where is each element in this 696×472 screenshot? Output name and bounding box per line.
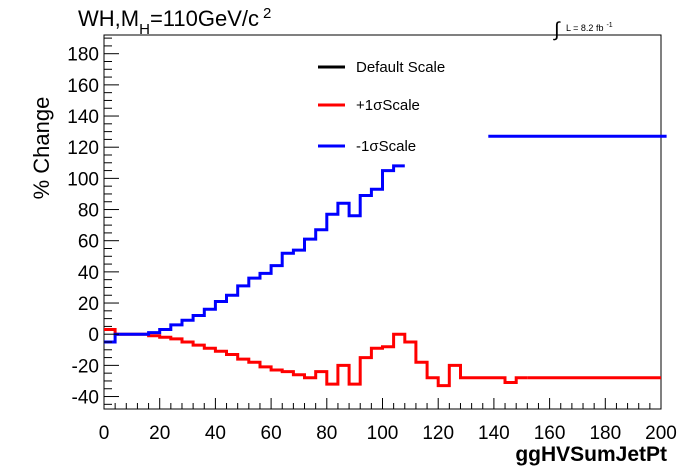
legend: Default Scale +1σScale -1σScale	[318, 59, 445, 155]
y-tick-label-60: 60	[78, 232, 99, 253]
x-axis-label: ggHVSumJetPt	[515, 443, 667, 466]
legend-entry-plus1sigma: +1σScale	[318, 97, 420, 114]
legend-entry-default: Default Scale	[318, 59, 445, 76]
x-tick-label-20: 20	[149, 423, 170, 444]
x-tick-label-100: 100	[367, 423, 399, 444]
y-tick-label-160: 160	[67, 76, 99, 97]
x-tick-label-140: 140	[478, 423, 510, 444]
y-tick-label-120: 120	[67, 138, 99, 159]
lumi-label: L = 8.2 fb -1	[566, 22, 613, 33]
title-rest: =110GeV/c	[150, 6, 259, 31]
x-tick-label-80: 80	[316, 423, 337, 444]
x-tick-label-40: 40	[205, 423, 226, 444]
y-tick-label-180: 180	[67, 45, 99, 66]
y-tick-label-80: 80	[78, 201, 99, 222]
title-subscript: H	[139, 21, 150, 38]
legend-label-minus1sigma: -1σScale	[356, 138, 416, 155]
x-tick-label-0: 0	[99, 423, 110, 444]
series-minus1sigma-segment-0	[104, 164, 405, 344]
plot-frame	[103, 34, 662, 410]
y-tick-label-20: 20	[78, 294, 99, 315]
x-tick-label-160: 160	[534, 423, 566, 444]
y-tick-label-100: 100	[67, 169, 99, 190]
x-tick-label-60: 60	[261, 423, 282, 444]
y-tick-label-140: 140	[67, 107, 99, 128]
title-superscript: 2	[263, 5, 271, 22]
legend-entry-minus1sigma: -1σScale	[318, 138, 416, 155]
y-tick-label--40: -40	[72, 388, 99, 409]
y-tick-label--20: -20	[72, 356, 99, 377]
y-tick-label-0: 0	[88, 325, 99, 346]
series-layer	[104, 134, 667, 388]
y-tick-label-40: 40	[78, 263, 99, 284]
x-tick-label-200: 200	[645, 423, 677, 444]
chart-title: WH,MH=110GeV/c 2	[78, 5, 271, 38]
series-plus1sigma-segment-0	[104, 328, 528, 388]
y-axis-label: % Change	[29, 97, 54, 200]
lumi-integral: ∫	[553, 19, 561, 41]
x-tick-label-120: 120	[422, 423, 454, 444]
legend-label-default: Default Scale	[356, 59, 445, 76]
lumi-text: L = 8.2 fb	[566, 23, 603, 33]
title-main: WH,M	[78, 6, 139, 31]
lumi-superscript: -1	[606, 22, 612, 29]
axis-layer: 0 20 40 60 80 100 120 140 160 180 200 -40 -20 0 20 40 60…	[67, 37, 677, 444]
x-tick-label-180: 180	[589, 423, 621, 444]
legend-label-plus1sigma: +1σScale	[356, 97, 420, 114]
